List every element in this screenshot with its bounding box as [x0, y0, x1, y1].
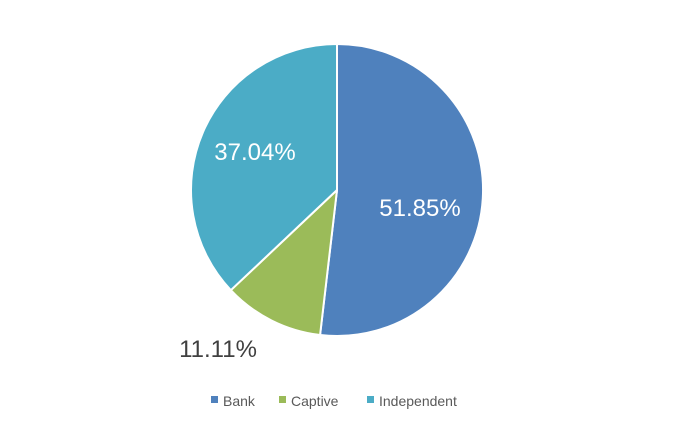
- legend-item-bank: Bank: [211, 393, 256, 409]
- legend-swatch-bank: [211, 396, 218, 403]
- legend-label-bank: Bank: [223, 393, 256, 409]
- data-label-independent: 37.04%: [214, 139, 295, 166]
- legend-label-captive: Captive: [291, 393, 339, 409]
- pie-slice-captive: [229, 189, 338, 337]
- data-label-captive: 11.11%: [179, 336, 257, 363]
- pie-slice-bank: [319, 43, 485, 337]
- legend-label-independent: Independent: [379, 393, 457, 409]
- legend-item-captive: Captive: [279, 393, 339, 409]
- legend-swatch-independent: [367, 396, 374, 403]
- chart-legend: Bank Captive Independent: [211, 393, 457, 409]
- pie-slice-labels: 51.85% 11.11% 37.04%: [179, 139, 461, 363]
- legend-item-independent: Independent: [367, 393, 457, 409]
- legend-swatch-captive: [279, 396, 286, 403]
- data-label-bank: 51.85%: [379, 195, 460, 222]
- pie-slices: [190, 43, 485, 337]
- pie-slice-independent: [190, 43, 338, 292]
